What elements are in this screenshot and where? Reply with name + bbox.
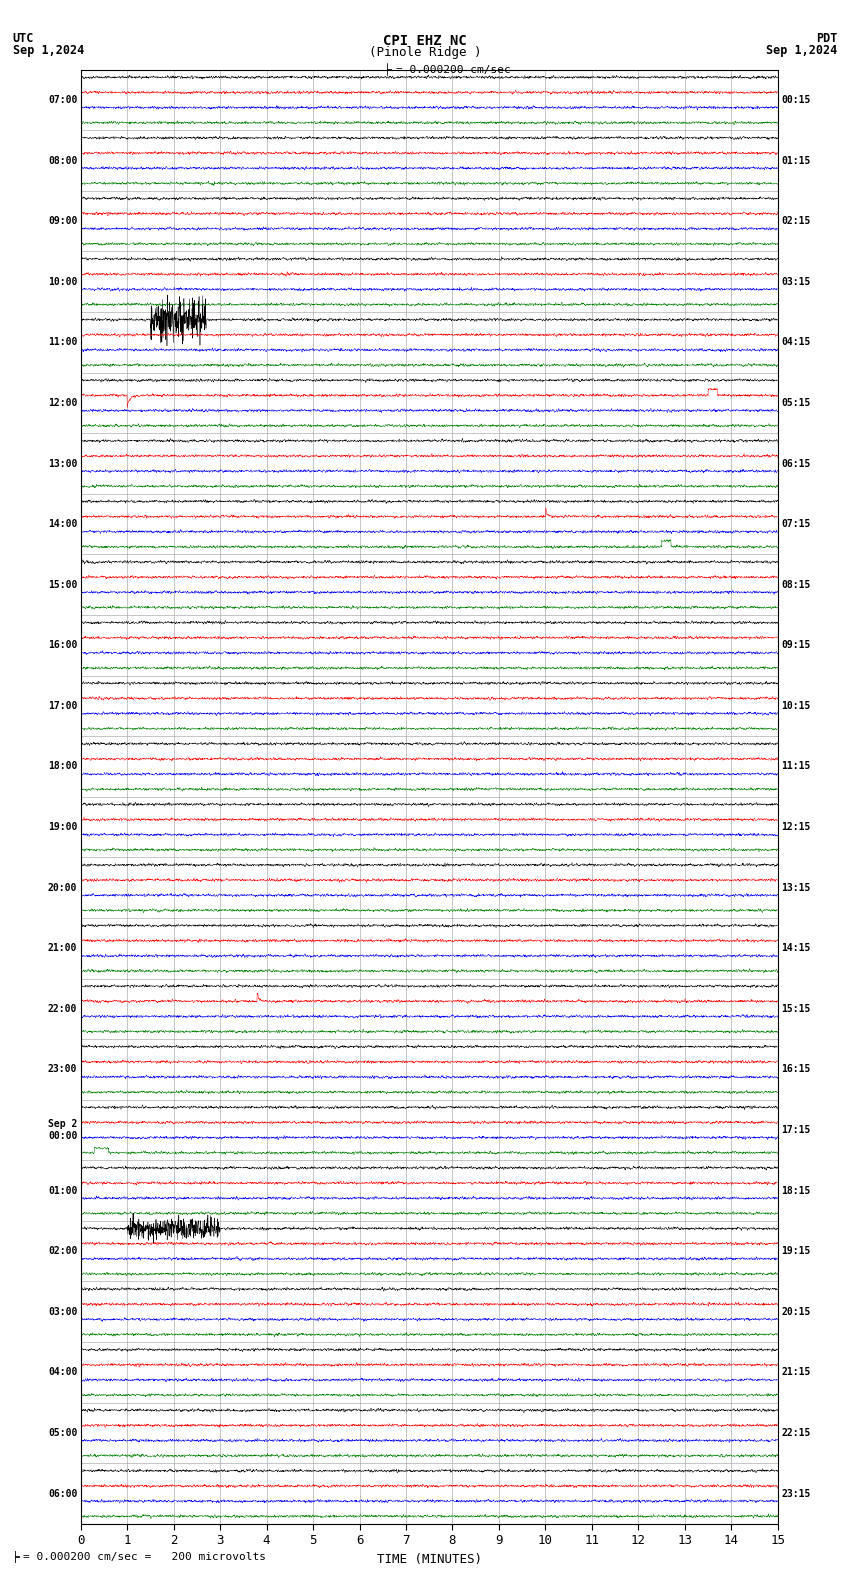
Text: 12:15: 12:15 bbox=[781, 822, 811, 832]
Text: 19:15: 19:15 bbox=[781, 1247, 811, 1256]
Text: 15:15: 15:15 bbox=[781, 1004, 811, 1014]
Text: 09:00: 09:00 bbox=[48, 215, 77, 227]
Text: (Pinole Ridge ): (Pinole Ridge ) bbox=[369, 46, 481, 59]
Text: 07:00: 07:00 bbox=[48, 95, 77, 105]
Text: 12:00: 12:00 bbox=[48, 398, 77, 409]
Text: Sep 2
00:00: Sep 2 00:00 bbox=[48, 1120, 77, 1140]
Text: 02:00: 02:00 bbox=[48, 1247, 77, 1256]
Text: 14:00: 14:00 bbox=[48, 520, 77, 529]
Text: 00:15: 00:15 bbox=[781, 95, 811, 105]
Text: CPI EHZ NC: CPI EHZ NC bbox=[383, 35, 467, 48]
X-axis label: TIME (MINUTES): TIME (MINUTES) bbox=[377, 1552, 482, 1565]
Text: 02:15: 02:15 bbox=[781, 215, 811, 227]
Text: 03:15: 03:15 bbox=[781, 277, 811, 287]
Text: 04:15: 04:15 bbox=[781, 337, 811, 347]
Text: 11:15: 11:15 bbox=[781, 762, 811, 771]
Text: 04:00: 04:00 bbox=[48, 1367, 77, 1378]
Text: 17:15: 17:15 bbox=[781, 1125, 811, 1136]
Text: 08:15: 08:15 bbox=[781, 580, 811, 589]
Text: 06:15: 06:15 bbox=[781, 458, 811, 469]
Text: 22:15: 22:15 bbox=[781, 1427, 811, 1438]
Text: 14:15: 14:15 bbox=[781, 942, 811, 954]
Text: 22:00: 22:00 bbox=[48, 1004, 77, 1014]
Text: = 0.000200 cm/sec =   200 microvolts: = 0.000200 cm/sec = 200 microvolts bbox=[23, 1552, 266, 1562]
Text: 11:00: 11:00 bbox=[48, 337, 77, 347]
Text: 18:00: 18:00 bbox=[48, 762, 77, 771]
Text: 16:00: 16:00 bbox=[48, 640, 77, 651]
Text: 05:15: 05:15 bbox=[781, 398, 811, 409]
Text: PDT: PDT bbox=[816, 32, 837, 44]
Text: 05:00: 05:00 bbox=[48, 1427, 77, 1438]
Text: 01:15: 01:15 bbox=[781, 155, 811, 166]
Text: 17:00: 17:00 bbox=[48, 700, 77, 711]
Text: 13:00: 13:00 bbox=[48, 458, 77, 469]
Text: Sep 1,2024: Sep 1,2024 bbox=[766, 44, 837, 57]
Text: 21:00: 21:00 bbox=[48, 942, 77, 954]
Text: 06:00: 06:00 bbox=[48, 1489, 77, 1498]
Text: 10:15: 10:15 bbox=[781, 700, 811, 711]
Text: 18:15: 18:15 bbox=[781, 1185, 811, 1196]
Text: 10:00: 10:00 bbox=[48, 277, 77, 287]
Text: 19:00: 19:00 bbox=[48, 822, 77, 832]
Text: 09:15: 09:15 bbox=[781, 640, 811, 651]
Text: 20:15: 20:15 bbox=[781, 1307, 811, 1316]
Text: 23:15: 23:15 bbox=[781, 1489, 811, 1498]
Text: 23:00: 23:00 bbox=[48, 1064, 77, 1074]
Text: = 0.000200 cm/sec: = 0.000200 cm/sec bbox=[396, 65, 511, 74]
Text: 15:00: 15:00 bbox=[48, 580, 77, 589]
Text: 07:15: 07:15 bbox=[781, 520, 811, 529]
Text: 16:15: 16:15 bbox=[781, 1064, 811, 1074]
Text: UTC: UTC bbox=[13, 32, 34, 44]
Text: 03:00: 03:00 bbox=[48, 1307, 77, 1316]
Text: 13:15: 13:15 bbox=[781, 882, 811, 893]
Text: 20:00: 20:00 bbox=[48, 882, 77, 893]
Text: 21:15: 21:15 bbox=[781, 1367, 811, 1378]
Text: 08:00: 08:00 bbox=[48, 155, 77, 166]
Text: Sep 1,2024: Sep 1,2024 bbox=[13, 44, 84, 57]
Text: 01:00: 01:00 bbox=[48, 1185, 77, 1196]
